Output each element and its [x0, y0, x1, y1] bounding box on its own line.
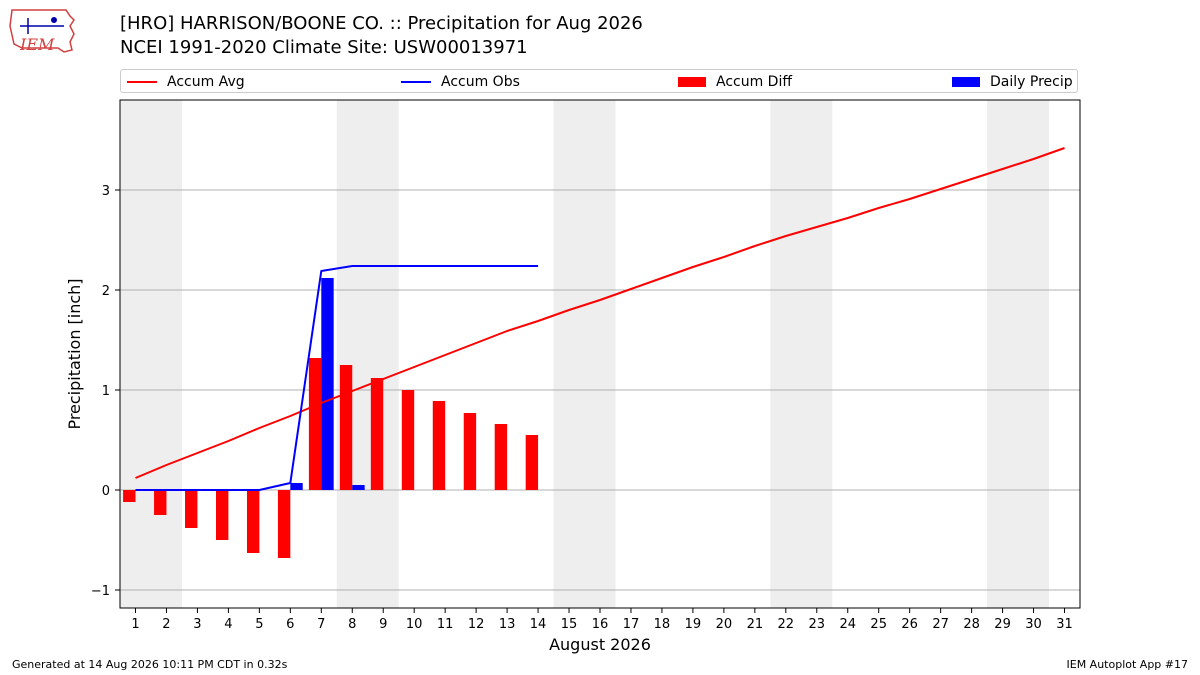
x-tick-label: 26: [901, 617, 918, 632]
x-tick-label: 31: [1056, 617, 1073, 632]
accum-diff-bar: [308, 358, 322, 490]
accum-avg-swatch: [127, 81, 157, 83]
weekend-band: [553, 100, 616, 608]
x-tick-label: 29: [994, 617, 1011, 632]
x-tick-label: 11: [437, 617, 454, 632]
bars: [123, 278, 539, 558]
x-tick-label: 14: [530, 617, 547, 632]
x-tick-label: 19: [685, 617, 702, 632]
y-axis-ticks: −1 0 1 2 3: [91, 184, 120, 599]
y-tick-label: 2: [102, 284, 110, 299]
accum-diff-bar: [339, 365, 353, 490]
accum-diff-bar: [401, 390, 415, 490]
accum-diff-bar: [494, 424, 508, 490]
generated-timestamp: Generated at 14 Aug 2026 10:11 PM CDT in…: [12, 658, 288, 671]
x-tick-label: 18: [654, 617, 671, 632]
legend-label: Accum Diff: [716, 74, 793, 90]
daily-precip-bar: [290, 483, 303, 490]
weekend-band: [987, 100, 1050, 608]
y-tick-label: 3: [102, 184, 110, 199]
x-tick-label: 16: [592, 617, 609, 632]
x-tick-label: 2: [162, 617, 170, 632]
legend-item-accum-avg: Accum Avg: [127, 70, 245, 94]
y-tick-label: −1: [91, 584, 110, 599]
x-tick-label: 15: [561, 617, 578, 632]
x-tick-label: 21: [747, 617, 764, 632]
legend-item-daily-precip: Daily Precip: [952, 70, 1073, 94]
iem-logo: IEM: [8, 6, 80, 58]
weekend-band: [770, 100, 833, 608]
title-line-2: NCEI 1991-2020 Climate Site: USW00013971: [120, 37, 528, 58]
x-axis-label: August 2026: [549, 635, 651, 654]
daily-precip-swatch: [952, 77, 980, 87]
accum-obs-line: [135, 265, 539, 491]
x-tick-label: 28: [963, 617, 980, 632]
legend-label: Accum Obs: [441, 74, 520, 90]
x-tick-label: 8: [348, 617, 356, 632]
x-tick-label: 12: [468, 617, 485, 632]
legend-item-accum-obs: Accum Obs: [401, 70, 520, 94]
accum-diff-bar: [154, 490, 167, 515]
title-line-1: [HRO] HARRISON/BOONE CO. :: Precipitatio…: [120, 13, 643, 34]
weekend-shading: [120, 100, 1050, 608]
accum-diff-swatch: [678, 77, 706, 87]
daily-precip-bar: [321, 278, 334, 490]
x-tick-label: 27: [932, 617, 949, 632]
accum-diff-bar: [370, 378, 384, 490]
svg-text:IEM: IEM: [19, 35, 55, 54]
x-tick-label: 4: [224, 617, 232, 632]
accum-diff-bar: [216, 490, 229, 540]
app-label: IEM Autoplot App #17: [1066, 658, 1189, 671]
x-tick-label: 22: [778, 617, 795, 632]
accum-diff-bar: [525, 435, 539, 490]
legend-label: Daily Precip: [990, 74, 1073, 90]
accum-avg-line: [135, 147, 1065, 479]
x-tick-label: 24: [839, 617, 856, 632]
lines: [135, 147, 1065, 491]
x-tick-label: 3: [193, 617, 201, 632]
x-tick-label: 25: [870, 617, 887, 632]
legend-label: Accum Avg: [167, 74, 245, 90]
accum-diff-bar: [123, 490, 136, 502]
y-axis-label: Precipitation [inch]: [65, 278, 84, 429]
x-tick-label: 5: [255, 617, 263, 632]
x-tick-label: 17: [623, 617, 640, 632]
x-tick-label: 23: [809, 617, 826, 632]
legend-item-accum-diff: Accum Diff: [678, 70, 792, 94]
x-tick-label: 6: [286, 617, 294, 632]
chart-title: [HRO] HARRISON/BOONE CO. :: Precipitatio…: [120, 12, 643, 60]
x-tick-label: 20: [716, 617, 733, 632]
x-tick-label: 9: [379, 617, 387, 632]
accum-diff-bar: [277, 490, 291, 558]
accum-diff-bar: [246, 490, 260, 553]
x-tick-label: 7: [317, 617, 325, 632]
daily-precip-bar: [352, 485, 365, 490]
weekend-band: [336, 100, 399, 608]
weekend-band: [120, 100, 182, 608]
accum-diff-bar: [185, 490, 198, 528]
x-tick-label: 30: [1025, 617, 1042, 632]
accum-obs-swatch: [401, 81, 431, 83]
accum-diff-bar: [463, 413, 477, 490]
x-tick-label: 10: [406, 617, 423, 632]
x-tick-label: 13: [499, 617, 516, 632]
legend: Accum Avg Accum Obs Accum Diff Daily Pre…: [120, 69, 1078, 93]
x-axis-ticks: 1 2 3 4 5 6 7 8 9 10 11 12 13 14 15 16 17 18 19 20 21 22 23 24 2…: [131, 608, 1073, 632]
y-tick-label: 0: [102, 484, 110, 499]
x-tick-label: 1: [131, 617, 139, 632]
accum-diff-bar: [432, 401, 446, 490]
iem-logo-icon: IEM: [9, 9, 75, 54]
y-tick-label: 1: [102, 384, 110, 399]
